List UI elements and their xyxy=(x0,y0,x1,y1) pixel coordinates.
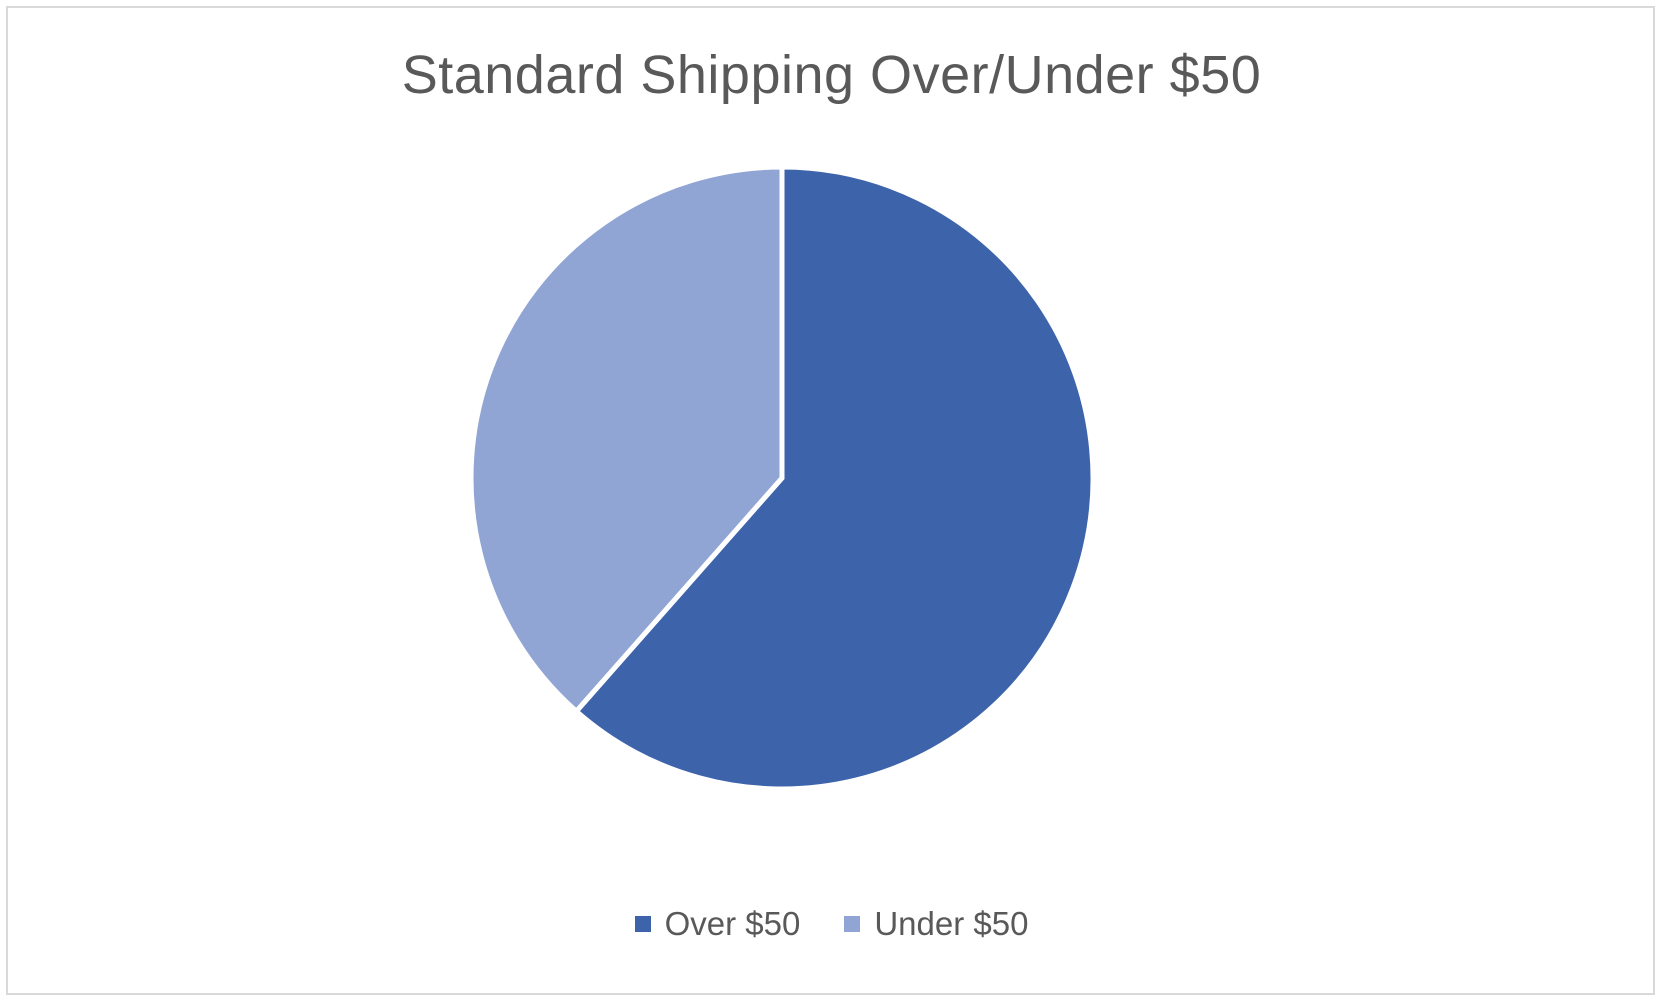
legend-item-over-50[interactable]: Over $50 xyxy=(634,905,801,943)
chart-title: Standard Shipping Over/Under $50 xyxy=(401,45,1262,105)
legend-label-under-50: Under $50 xyxy=(874,905,1029,942)
pie-slice-over-50[interactable] xyxy=(572,164,1096,792)
legend: Over $50 Under $50 xyxy=(0,905,1663,943)
legend-item-under-50[interactable]: Under $50 xyxy=(844,905,1028,943)
legend-label-over-50: Over $50 xyxy=(664,905,801,942)
legend-swatch-under-50 xyxy=(844,916,861,932)
legend-swatch-over-50 xyxy=(634,916,651,932)
pie-slice-under-50[interactable] xyxy=(468,164,785,715)
